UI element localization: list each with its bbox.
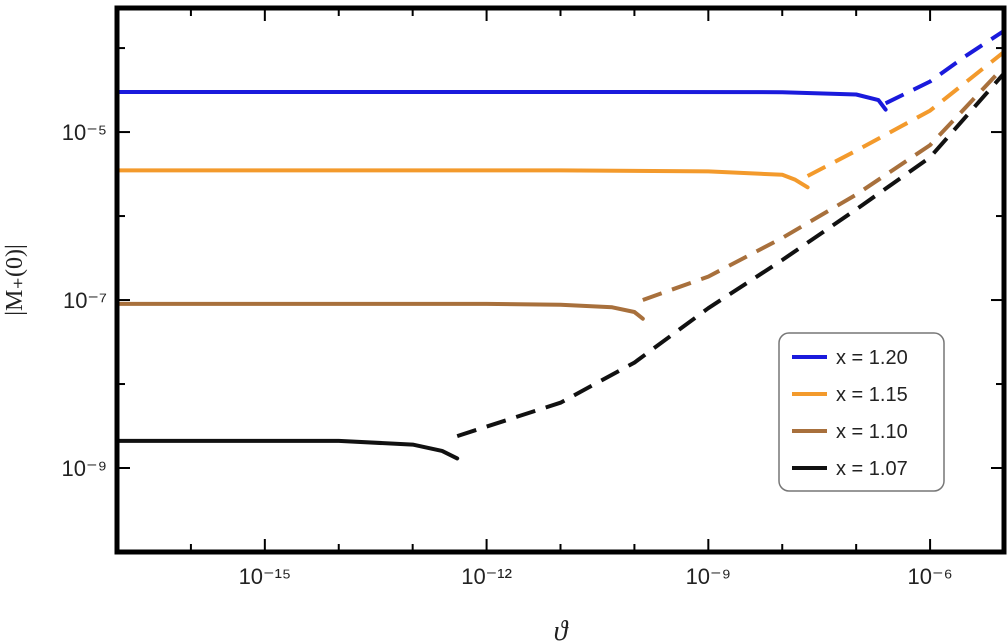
legend: x = 1.20 x = 1.15 x = 1.10 x = 1.07: [778, 332, 945, 492]
legend-label: x = 1.07: [836, 458, 908, 480]
x-tick-labels: 10⁻¹⁵ 10⁻¹² 10⁻⁹ 10⁻⁶: [239, 564, 953, 589]
legend-box: [778, 332, 945, 492]
series-2-solid-line: [117, 301, 645, 321]
legend-label: x = 1.10: [836, 421, 908, 443]
y-axis-title: |M₊(0)|: [2, 244, 28, 316]
y-tick-label: 10⁻⁷: [63, 288, 107, 313]
x-tick-label: 10⁻⁶: [908, 564, 953, 589]
ticks-layer: [116, 8, 1005, 553]
series-1-dashed-line: [806, 50, 1004, 178]
legend-label: x = 1.20: [836, 347, 908, 369]
series-0-dashed-line: [884, 29, 1004, 106]
series-3-dashed-line: [456, 72, 1004, 439]
x-tick-label: 10⁻¹²: [461, 564, 512, 589]
x-axis-title: ϑ: [554, 616, 569, 644]
series-layer: [117, 29, 1004, 461]
x-tick-label: 10⁻¹⁵: [239, 564, 292, 589]
series-2-dashed-line: [642, 65, 1004, 302]
series-3-solid-line: [117, 438, 460, 461]
x-tick-label: 10⁻⁹: [686, 564, 732, 589]
y-tick-label: 10⁻⁹: [61, 456, 107, 481]
y-tick-label: 10⁻⁵: [62, 120, 107, 145]
legend-label: x = 1.15: [836, 384, 908, 406]
y-tick-labels: 10⁻⁹ 10⁻⁷ 10⁻⁵: [61, 120, 107, 481]
series-1-solid-line: [117, 168, 810, 190]
series-0-solid-line: [117, 90, 888, 112]
